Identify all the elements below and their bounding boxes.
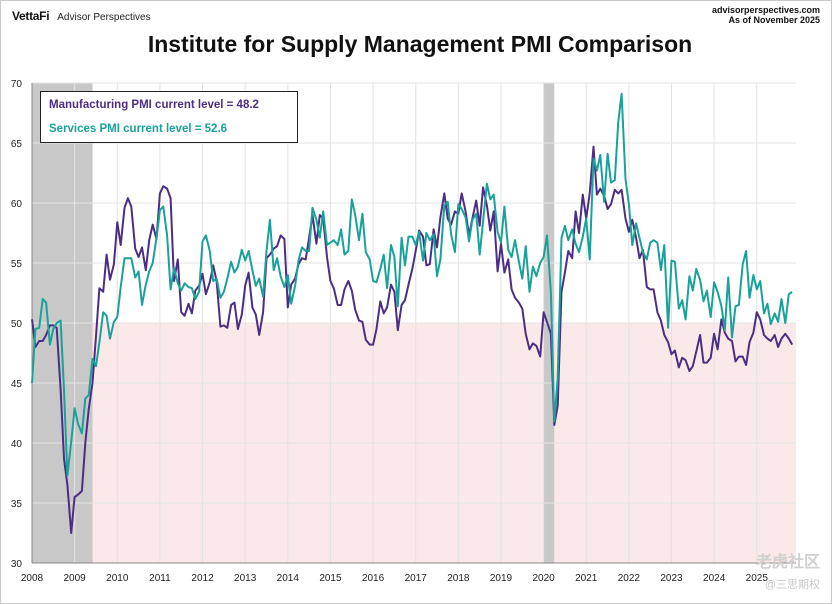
x-tick-label: 2009 xyxy=(64,573,87,584)
y-tick-label: 60 xyxy=(11,199,23,210)
x-tick-label: 2025 xyxy=(746,573,769,584)
x-tick-label: 2022 xyxy=(618,573,641,584)
y-tick-label: 40 xyxy=(11,439,23,450)
x-tick-label: 2023 xyxy=(660,573,683,584)
x-tick-label: 2010 xyxy=(106,573,129,584)
source-info: advisorperspectives.com As of November 2… xyxy=(712,5,820,25)
x-tick-label: 2018 xyxy=(447,573,470,584)
legend-manufacturing: Manufacturing PMI current level = 48.2 xyxy=(49,99,259,111)
x-tick-label: 2012 xyxy=(191,573,214,584)
services-pmi-line xyxy=(31,92,793,477)
x-tick-label: 2016 xyxy=(362,573,385,584)
y-tick-label: 65 xyxy=(11,139,23,150)
x-tick-label: 2011 xyxy=(149,573,171,584)
as-of-date: As of November 2025 xyxy=(728,15,820,25)
x-tick-label: 2021 xyxy=(575,573,598,584)
x-tick-label: 2014 xyxy=(277,573,300,584)
x-tick-label: 2017 xyxy=(405,573,428,584)
legend-box: Manufacturing PMI current level = 48.2 S… xyxy=(40,91,298,143)
y-tick-label: 55 xyxy=(11,259,23,270)
publisher-name: Advisor Perspectives xyxy=(57,12,151,23)
x-tick-label: 2013 xyxy=(234,573,257,584)
x-tick-label: 2020 xyxy=(532,573,555,584)
legend-services: Services PMI current level = 52.6 xyxy=(49,123,228,135)
y-tick-label: 50 xyxy=(11,319,23,330)
x-tick-label: 2008 xyxy=(21,573,44,584)
x-tick-label: 2015 xyxy=(319,573,342,584)
y-tick-label: 30 xyxy=(11,559,23,570)
manufacturing-pmi-line xyxy=(31,145,794,534)
watermark-text: 老虎社区 xyxy=(755,554,820,571)
brand: VettaFi Advisor Perspectives xyxy=(12,9,151,23)
chart-title: Institute for Supply Management PMI Comp… xyxy=(147,31,693,57)
y-tick-label: 35 xyxy=(11,499,23,510)
watermark-handle: @三思期权 xyxy=(764,579,820,591)
x-tick-label: 2019 xyxy=(490,573,513,584)
x-tick-label: 2024 xyxy=(703,573,726,584)
y-tick-label: 45 xyxy=(11,379,23,390)
source-site: advisorperspectives.com xyxy=(711,5,820,15)
brand-logo: VettaFi xyxy=(12,9,50,23)
y-tick-label: 70 xyxy=(11,79,23,90)
